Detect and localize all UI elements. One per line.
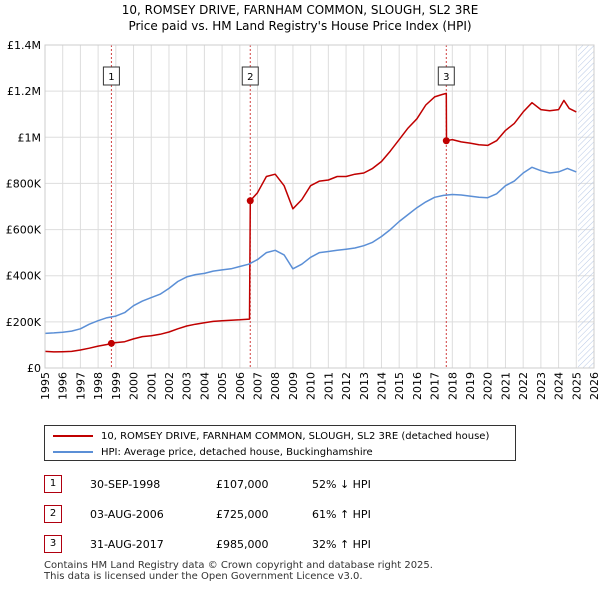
x-tick-label: 2026 (588, 372, 600, 400)
transaction-number-badge: 3 (44, 535, 62, 553)
footer-copyright: Contains HM Land Registry data © Crown c… (44, 560, 433, 571)
chart-title: 10, ROMSEY DRIVE, FARNHAM COMMON, SLOUGH… (121, 3, 479, 17)
future-hatch-region (578, 45, 594, 368)
x-tick-label: 2012 (340, 372, 353, 400)
grid (44, 44, 595, 369)
hpi-line (44, 166, 577, 335)
y-tick-label: £1.4M (7, 39, 41, 52)
sale-point (246, 197, 254, 205)
transaction-price: £107,000 (216, 478, 269, 491)
legend-label-property: 10, ROMSEY DRIVE, FARNHAM COMMON, SLOUGH… (101, 430, 490, 442)
future-projection-area (578, 45, 594, 368)
table-row: 3 31-AUG-2017 £985,000 32% ↑ HPI (44, 535, 564, 555)
x-tick-label: 2020 (482, 372, 495, 400)
x-tick-label: 2003 (181, 372, 194, 400)
transaction-hpi-diff: 32% ↑ HPI (312, 538, 371, 551)
y-tick-label: £400K (6, 270, 42, 283)
legend-swatch-property (53, 435, 93, 437)
footer: Contains HM Land Registry data © Crown c… (44, 560, 433, 582)
x-tick-label: 2000 (128, 372, 141, 400)
x-tick-label: 2022 (517, 372, 530, 400)
x-tick-label: 1996 (57, 372, 70, 400)
x-tick-label: 2005 (216, 372, 229, 400)
y-tick-label: £1.2M (7, 85, 41, 98)
table-row: 2 03-AUG-2006 £725,000 61% ↑ HPI (44, 505, 564, 525)
plot-frame (44, 44, 595, 369)
table-row: 1 30-SEP-1998 £107,000 52% ↓ HPI (44, 475, 564, 495)
sale-marker-box (437, 66, 455, 86)
x-tick-label: 2002 (163, 372, 176, 400)
transaction-date: 30-SEP-1998 (90, 478, 161, 491)
legend-label-hpi: HPI: Average price, detached house, Buck… (101, 446, 373, 458)
x-tick-label: 2016 (411, 372, 424, 400)
x-tick-label: 2009 (287, 372, 300, 400)
sale-marker-lines: 1 2 3 (102, 45, 455, 368)
x-tick-label: 1997 (74, 372, 87, 400)
y-tick-label: £0 (27, 362, 41, 375)
sale-marker-box (241, 66, 259, 86)
x-tick-label: 2001 (145, 372, 158, 400)
sale-point (107, 339, 115, 347)
x-tick-label: 2004 (198, 372, 211, 400)
x-tick-label: 2017 (429, 372, 442, 400)
transaction-hpi-diff: 52% ↓ HPI (312, 478, 371, 491)
x-tick-label: 2010 (305, 372, 318, 400)
transaction-number-badge: 2 (44, 505, 62, 523)
legend-swatch-hpi (53, 451, 93, 453)
sale-points (107, 137, 450, 347)
sale-marker-label: 3 (443, 72, 449, 83)
transaction-date: 31-AUG-2017 (90, 538, 164, 551)
x-tick-label: 2008 (269, 372, 282, 400)
x-tick-label: 1998 (92, 372, 105, 400)
x-tick-label: 1999 (110, 372, 123, 400)
footer-licence: This data is licensed under the Open Gov… (44, 571, 363, 582)
x-tick-label: 2023 (535, 372, 548, 400)
sale-marker-label: 1 (108, 72, 114, 83)
sale-marker-box (102, 66, 120, 86)
transaction-date: 03-AUG-2006 (90, 508, 164, 521)
chart-subtitle: Price paid vs. HM Land Registry's House … (128, 19, 472, 33)
x-tick-label: 1995 (39, 372, 52, 400)
legend-item-property: 10, ROMSEY DRIVE, FARNHAM COMMON, SLOUGH… (53, 429, 489, 443)
transaction-hpi-diff: 61% ↑ HPI (312, 508, 371, 521)
x-tick-label: 2013 (358, 372, 371, 400)
x-tick-label: 2015 (393, 372, 406, 400)
x-tick-label: 2007 (252, 372, 265, 400)
x-tick-label: 2018 (446, 372, 459, 400)
y-tick-label: £200K (6, 316, 42, 329)
sale-marker-label: 2 (247, 72, 253, 83)
y-tick-label: £800K (6, 177, 42, 190)
x-tick-label: 2019 (464, 372, 477, 400)
legend-item-hpi: HPI: Average price, detached house, Buck… (53, 445, 373, 459)
transaction-price: £985,000 (216, 538, 269, 551)
x-tick-label: 2014 (375, 372, 388, 400)
series-lines (44, 92, 577, 353)
x-tick-label: 2006 (234, 372, 247, 400)
transaction-number-badge: 1 (44, 475, 62, 493)
x-tick-label: 2021 (499, 372, 512, 400)
sale-point (442, 137, 450, 145)
transaction-price: £725,000 (216, 508, 269, 521)
x-tick-label: 2025 (570, 372, 583, 400)
y-tick-label: £600K (6, 224, 42, 237)
price-chart: 1 2 3 £0 £200K £400K £600K £800K £1M £1.2M £1.4M 1… (6, 39, 600, 400)
y-tick-label: £1M (18, 131, 42, 144)
x-tick-label: 2011 (322, 372, 335, 400)
x-tick-label: 2024 (553, 372, 566, 400)
legend: 10, ROMSEY DRIVE, FARNHAM COMMON, SLOUGH… (44, 425, 516, 461)
property-price-line (44, 92, 577, 353)
